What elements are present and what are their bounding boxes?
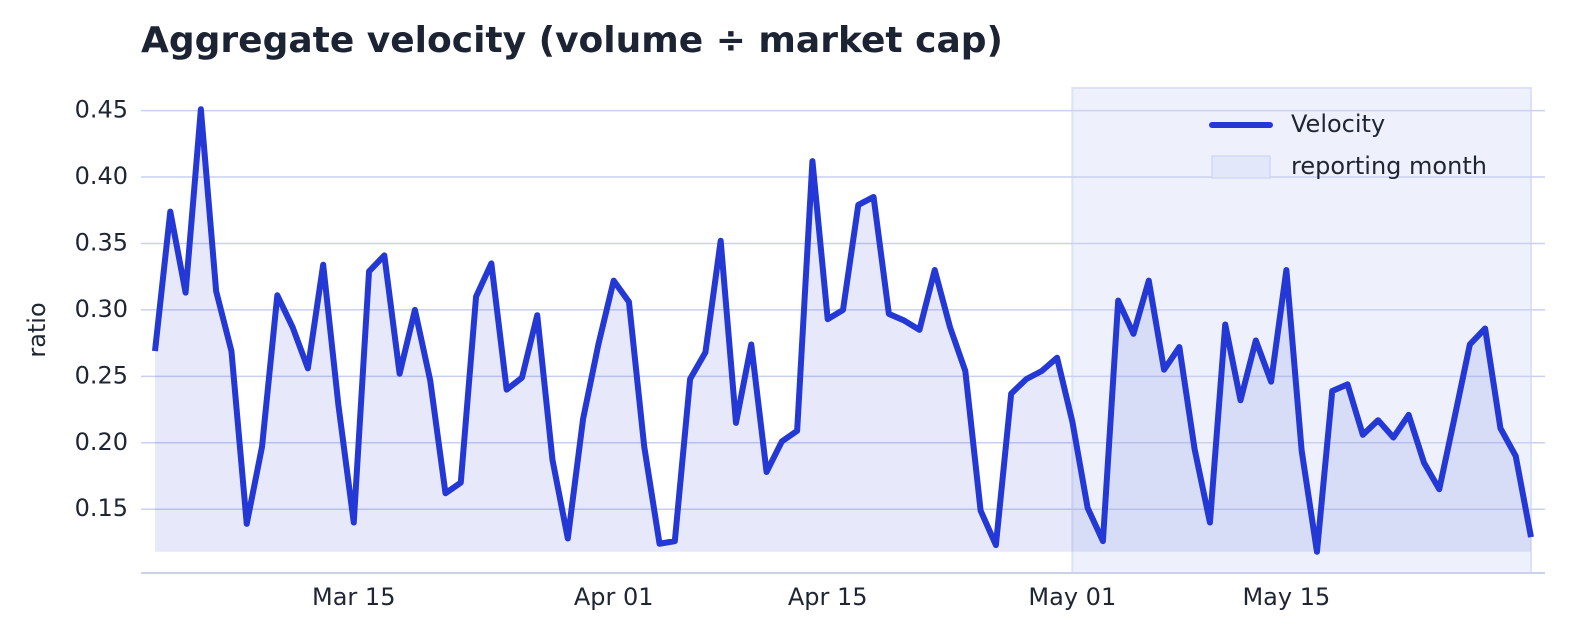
- x-tick-label: Mar 15: [312, 583, 395, 611]
- highlight-band: [1071, 87, 1533, 574]
- y-tick-label: 0.35: [75, 228, 128, 256]
- y-axis-label: ratio: [23, 302, 51, 357]
- chart-title: Aggregate velocity (volume ÷ market cap): [141, 20, 1003, 61]
- x-tick-label: Apr 15: [788, 583, 868, 611]
- line: [152, 106, 1534, 555]
- legend-label: Velocity: [1291, 110, 1385, 138]
- y-tick-label: 0.30: [75, 295, 128, 323]
- y-tick-label: 0.25: [75, 361, 128, 389]
- legend-swatch: [1211, 155, 1271, 179]
- y-tick-label: 0.45: [75, 96, 128, 124]
- y-tick-label: 0.40: [75, 162, 128, 190]
- legend-label: reporting month: [1291, 152, 1487, 180]
- y-tick-label: 0.20: [75, 428, 128, 456]
- area: [155, 109, 1531, 552]
- x-tick-label: May 01: [1028, 583, 1116, 611]
- x-tick-label: Apr 01: [574, 583, 654, 611]
- y-tick-label: 0.15: [75, 494, 128, 522]
- x-tick-label: May 15: [1242, 583, 1330, 611]
